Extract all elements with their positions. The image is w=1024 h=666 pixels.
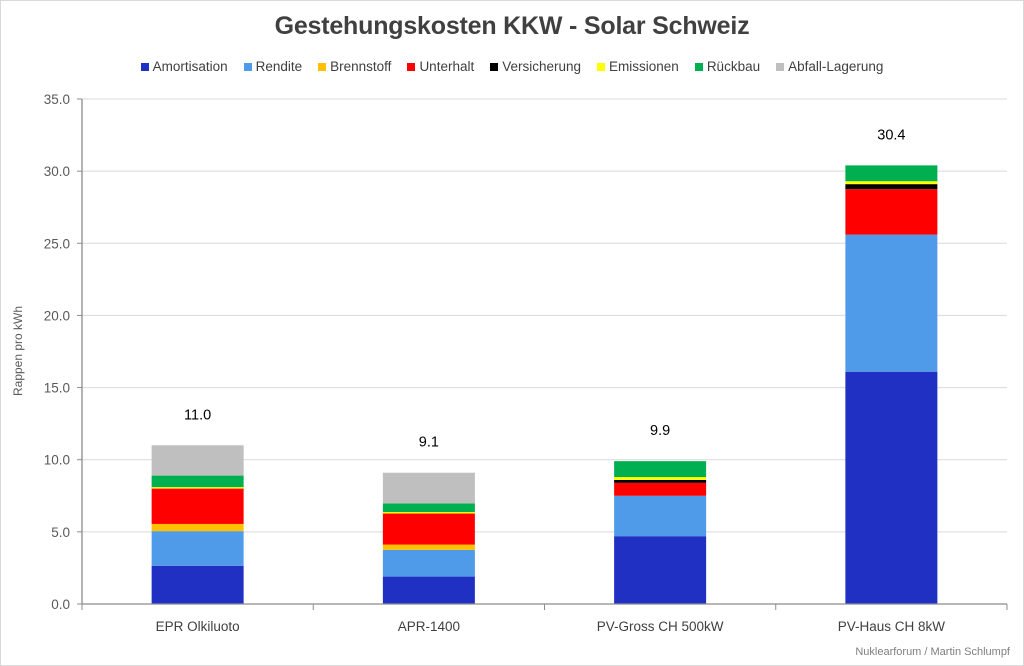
- bar-segment-emissionen: [151, 487, 244, 489]
- x-tick-label: PV-Gross CH 500kW: [597, 619, 724, 634]
- legend: Amortisation Rendite Brennstoff Unterhalt Ve…: [0, 59, 1024, 74]
- chart-title: Gestehungskosten KKW - Solar Schweiz: [274, 12, 750, 40]
- legend-item: Rendite: [243, 59, 303, 74]
- credit-text: Nuklearforum / Martin Schlumpf: [855, 646, 1010, 658]
- axes: [77, 98, 1008, 610]
- bar-segment-brennstoff: [382, 544, 475, 550]
- bar-segment-rendite: [614, 495, 707, 537]
- legend-swatch: [597, 62, 606, 71]
- bar-segment-unterhalt: [614, 482, 707, 496]
- legend-label: Emissionen: [609, 59, 679, 74]
- legend-swatch: [776, 62, 785, 71]
- bar-segment-r-ckbau: [845, 165, 938, 182]
- y-tick-label: 20.0: [44, 308, 70, 323]
- legend-label: Rückbau: [706, 59, 761, 74]
- bar-segment-amortisation: [382, 576, 475, 604]
- total-data-label: 30.4: [877, 127, 905, 143]
- bar-segment-rendite: [382, 549, 475, 577]
- y-tick-label: 0.0: [51, 597, 70, 612]
- legend-item: Abfall-Lagerung: [776, 59, 883, 74]
- legend-swatch: [490, 62, 499, 71]
- legend-swatch: [694, 62, 703, 71]
- bars: [151, 165, 938, 604]
- y-tick-label: 5.0: [51, 525, 70, 540]
- total-data-label: 11.0: [184, 407, 211, 423]
- x-tick-label: PV-Haus CH 8kW: [838, 619, 946, 634]
- legend-label: Abfall-Lagerung: [788, 59, 884, 74]
- x-tick-label: APR-1400: [398, 619, 460, 634]
- total-data-label: 9.1: [419, 435, 439, 451]
- y-tick-label: 25.0: [44, 236, 70, 251]
- legend-label: Amortisation: [152, 59, 228, 74]
- legend-item: Rückbau: [694, 59, 761, 74]
- legend-label: Versicherung: [502, 59, 582, 74]
- bar-segment-rendite: [845, 234, 938, 372]
- bar-segment-rendite: [151, 531, 244, 566]
- bar-segment-versicherung: [845, 184, 938, 190]
- total-data-label: 9.9: [650, 423, 670, 439]
- legend-swatch: [407, 62, 416, 71]
- bar-segment-brennstoff: [151, 523, 244, 532]
- legend-label: Rendite: [255, 59, 303, 74]
- bar-segment-amortisation: [845, 371, 938, 604]
- bar-segment-unterhalt: [845, 189, 938, 235]
- legend-swatch: [318, 62, 327, 71]
- bar-segment-emissionen: [614, 477, 707, 480]
- y-tick-label: 10.0: [44, 453, 70, 468]
- bar-segment-r-ckbau: [151, 475, 244, 488]
- y-tick-label: 35.0: [44, 92, 70, 107]
- bar-segment-abfall-lagerung: [151, 445, 244, 476]
- legend-swatch: [140, 62, 149, 71]
- legend-item: Versicherung: [490, 59, 581, 74]
- bar-segment-versicherung: [614, 479, 707, 483]
- bar-segment-abfall-lagerung: [382, 472, 475, 504]
- bar-segment-amortisation: [151, 565, 244, 604]
- bar-segment-unterhalt: [151, 488, 244, 524]
- bar-segment-amortisation: [614, 536, 707, 604]
- legend-item: Amortisation: [140, 59, 228, 74]
- legend-item: Unterhalt: [407, 59, 474, 74]
- labels: 0.0 5.0 10.0 15.0 20.0 25.0 30.0 35.0 11.0 EPR Ol…: [44, 92, 946, 634]
- y-tick-label: 15.0: [44, 381, 70, 396]
- y-tick-label: 30.0: [44, 164, 70, 179]
- x-tick-label: EPR Olkiluoto: [156, 619, 240, 634]
- legend-item: Emissionen: [597, 59, 679, 74]
- legend-label: Unterhalt: [419, 59, 475, 74]
- legend-item: Brennstoff: [318, 59, 391, 74]
- bar-segment-r-ckbau: [382, 503, 475, 513]
- y-axis-label: Rappen pro kWh: [11, 306, 25, 396]
- legend-swatch: [243, 62, 252, 71]
- bar-segment-r-ckbau: [614, 461, 707, 478]
- bar-segment-emissionen: [845, 181, 938, 185]
- bar-segment-unterhalt: [382, 513, 475, 545]
- bar-segment-emissionen: [382, 512, 475, 514]
- legend-label: Brennstoff: [330, 59, 392, 74]
